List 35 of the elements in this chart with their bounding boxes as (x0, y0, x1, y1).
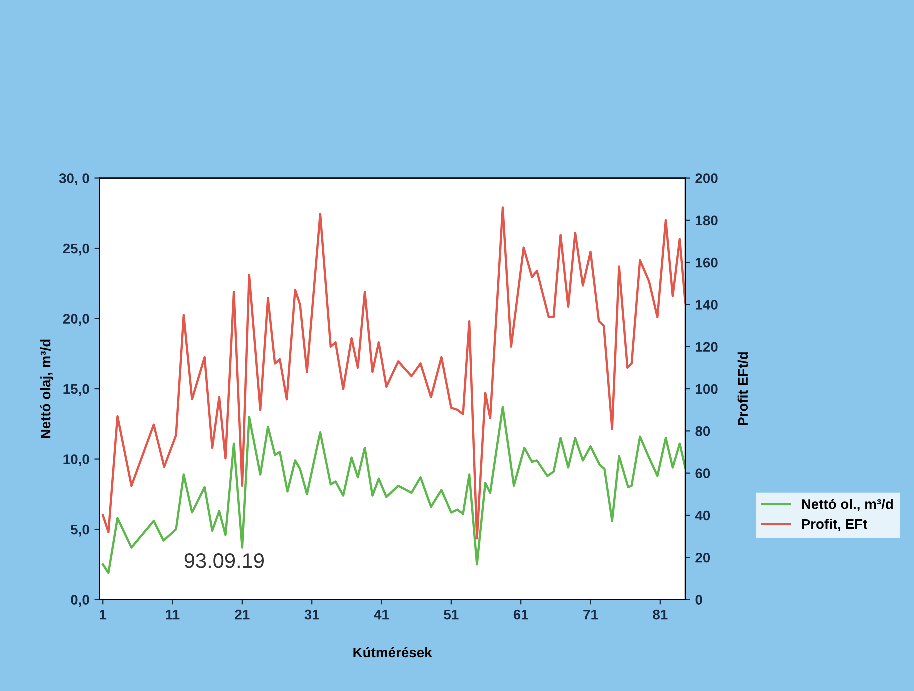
x-tick-label: 81 (653, 610, 668, 620)
y2-tick-label: 160 (696, 258, 718, 268)
y-tick-label: 10,0 (64, 454, 90, 466)
x-tick-label: 61 (514, 610, 528, 620)
x-tick-label: 71 (584, 610, 598, 620)
y-tick-label: 0,0 (71, 595, 90, 607)
legend-label: Nettó ol., m³/d (802, 498, 894, 512)
y2-tick-label: 0 (696, 595, 702, 605)
y2-axis-title: Profit EFt/d (738, 352, 748, 426)
x-tick-label: 1 (100, 610, 107, 620)
line-series (102, 406, 686, 574)
y2-tick-label: 40 (695, 510, 710, 521)
x-axis-title: Kútmérések (354, 647, 432, 658)
x-tick-label: 51 (444, 610, 459, 620)
y-tick-label: 30, 0 (59, 174, 90, 186)
y-tick-label: 15,0 (64, 384, 90, 396)
x-tick-label: 21 (235, 610, 250, 620)
y-axis-title: Nettó olaj, m³/d (40, 340, 54, 438)
y2-tick-label: 20 (696, 552, 710, 563)
annotation: 93.09.19 (184, 554, 264, 568)
y2-tick-label: 100 (696, 384, 718, 394)
y2-tick-label: 200 (696, 174, 718, 184)
y2-tick-label: 60 (696, 468, 710, 479)
x-tick-label: 31 (304, 610, 320, 620)
x-tick-label: 41 (374, 610, 390, 620)
y2-tick-label: 180 (696, 216, 718, 226)
x-tick-label: 11 (166, 610, 180, 620)
y2-tick-label: 120 (696, 342, 718, 352)
line-series (102, 206, 686, 540)
legend-label: Profit, EFt (802, 518, 868, 532)
y2-tick-label: 80 (696, 426, 710, 436)
y-tick-label: 25,0 (63, 244, 90, 256)
y-tick-label: 20,0 (63, 314, 90, 326)
y2-tick-label: 140 (696, 300, 718, 310)
y-tick-label: 5,0 (71, 524, 90, 537)
